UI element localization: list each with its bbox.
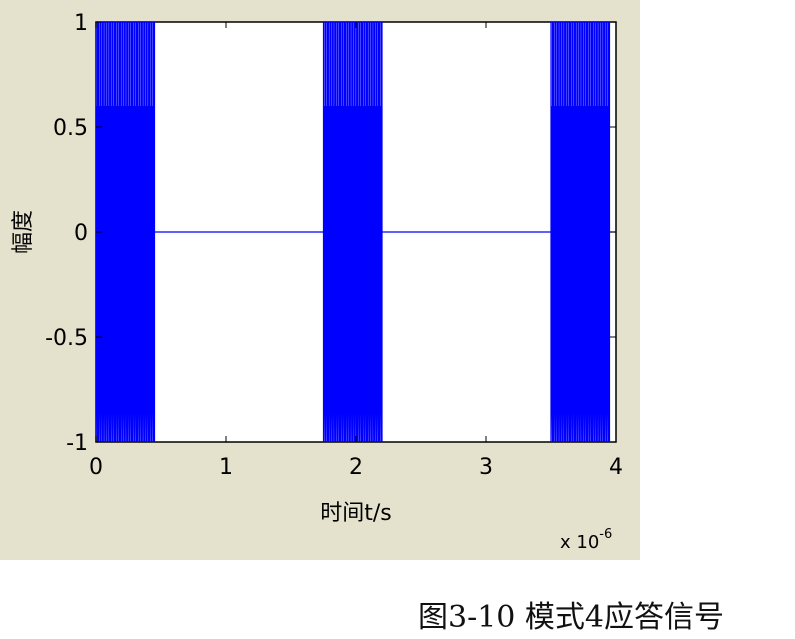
x-axis-label: 时间t/s xyxy=(320,501,392,526)
y-tick-label: 1 xyxy=(74,11,88,36)
x-tick-label: 0 xyxy=(89,455,103,480)
x-tick-label: 2 xyxy=(349,455,363,480)
y-axis-label: 幅度 xyxy=(11,210,36,254)
burst-core xyxy=(323,169,382,295)
figure-caption: 图3-10 模式4应答信号 xyxy=(418,600,725,635)
x-tick-label: 1 xyxy=(219,455,233,480)
x-tick-label: 4 xyxy=(609,455,623,480)
y-tick-label: 0.5 xyxy=(53,116,88,141)
y-axis: 1 0.5 0 -0.5 -1 xyxy=(45,11,616,456)
y-tick-label: -1 xyxy=(66,431,88,456)
x-multiplier-base: x 10 xyxy=(560,532,599,553)
figure-background: 1 0.5 0 -0.5 -1 0 1 2 3 4 幅度 时间t/s x 10-6 xyxy=(0,0,640,560)
x-axis: 0 1 2 3 4 xyxy=(89,22,623,480)
burst-core xyxy=(551,169,610,295)
y-tick-label: 0 xyxy=(74,221,88,246)
x-tick-label: 3 xyxy=(479,455,493,480)
burst-core xyxy=(96,169,155,295)
chart-svg: 1 0.5 0 -0.5 -1 0 1 2 3 4 幅度 时间t/s x 10-6 xyxy=(11,11,623,553)
signal-line xyxy=(95,21,616,443)
x-multiplier-exponent: -6 xyxy=(599,527,612,542)
signal-series xyxy=(95,21,616,443)
y-tick-label: -0.5 xyxy=(45,326,88,351)
x-axis-multiplier: x 10-6 xyxy=(560,527,612,553)
